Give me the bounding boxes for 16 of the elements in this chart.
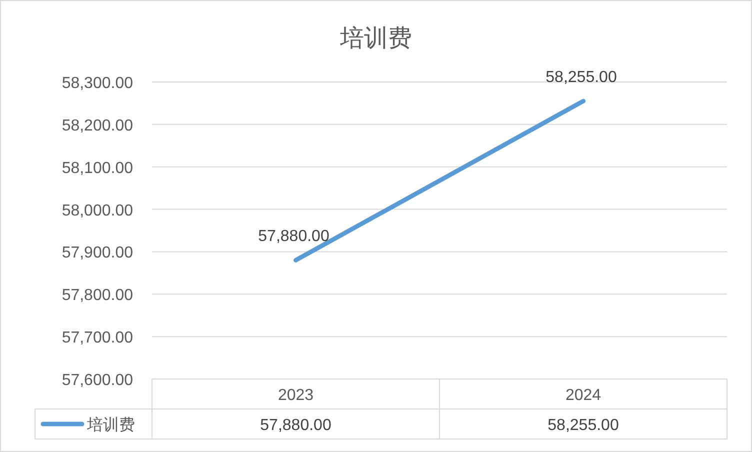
x-tick-label: 2023: [278, 387, 314, 404]
text: 58,255.00: [546, 69, 617, 86]
legend-label: 培训费: [86, 416, 135, 434]
data-label: 57,880.00: [260, 417, 332, 434]
y-tick-label: 58,200.00: [62, 117, 134, 134]
y-tick-label: 57,800.00: [62, 287, 134, 304]
y-tick-label: 57,600.00: [62, 372, 134, 389]
y-tick-label: 58,100.00: [62, 160, 134, 177]
y-tick-label: 57,900.00: [62, 244, 134, 262]
text: 57,880.00: [258, 228, 330, 246]
y-tick-label: 58,000.00: [62, 202, 134, 220]
y-tick-label: 57,700.00: [62, 330, 134, 347]
x-tick-label: 2024: [565, 387, 602, 404]
data-label: 58,255.00: [548, 417, 619, 434]
y-tick-label: 58,300.00: [62, 75, 134, 92]
chart-title: 培训费: [339, 25, 412, 52]
